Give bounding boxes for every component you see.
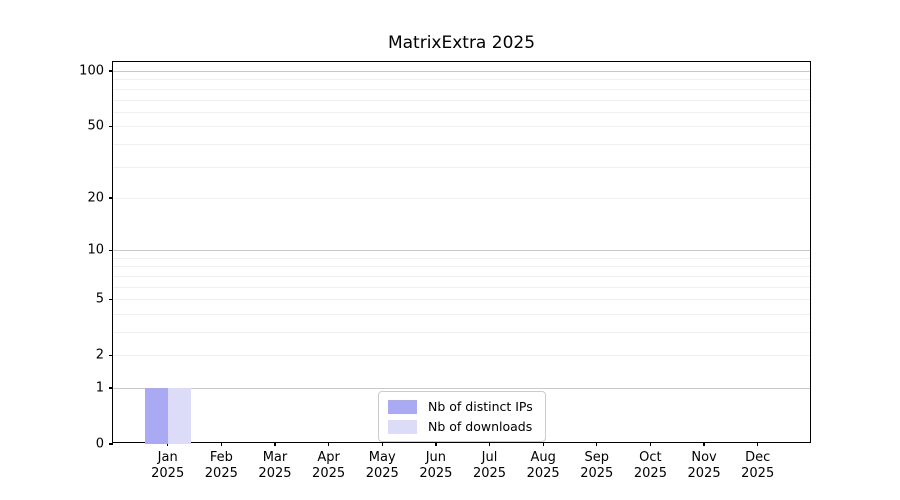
legend-item-downloads: Nb of downloads [388, 419, 533, 434]
chart-title: MatrixExtra 2025 [387, 33, 536, 53]
y-tick-label: 0 [95, 436, 104, 452]
y-tick-label: 10 [87, 242, 104, 258]
x-tick-mark [757, 442, 759, 446]
x-tick-year: 2025 [633, 466, 667, 481]
x-tick-mark [381, 442, 383, 446]
gridline-minor [113, 286, 810, 288]
x-tick-year: 2025 [258, 466, 292, 481]
x-tick-mark [649, 442, 652, 446]
x-tick-label: Dec 2025 [741, 450, 774, 482]
x-tick-label: Jan 2025 [151, 450, 184, 482]
x-tick-mark [542, 442, 544, 446]
gridline-major [113, 250, 810, 252]
x-tick-mark [220, 442, 222, 446]
x-tick-month: Dec [745, 450, 771, 465]
x-tick-year: 2025 [151, 466, 185, 481]
x-tick-mark [596, 442, 598, 446]
legend-label-downloads: Nb of downloads [428, 419, 533, 434]
y-tick-mark [109, 387, 113, 389]
legend-item-distinct-ips: Nb of distinct IPs [388, 399, 533, 414]
legend-label-distinct-ips: Nb of distinct IPs [428, 399, 533, 414]
gridline-minor [113, 313, 810, 315]
gridline-minor [113, 197, 810, 199]
gridline-major [113, 71, 810, 73]
y-tick-mark [109, 70, 113, 72]
y-tick-label: 1 [95, 380, 104, 396]
x-tick-month: Apr [317, 450, 340, 465]
x-tick-mark [488, 442, 491, 446]
gridline-minor [113, 126, 810, 128]
x-tick-mark [703, 442, 705, 446]
gridline-minor [113, 88, 810, 90]
x-tick-year: 2025 [687, 466, 721, 481]
x-tick-label: Oct 2025 [634, 450, 667, 482]
y-tick-mark [109, 249, 113, 251]
x-tick-label: May 2025 [366, 450, 399, 482]
x-tick-month: Oct [639, 450, 662, 465]
y-tick-mark [109, 354, 113, 356]
gridline-minor [113, 355, 810, 357]
x-tick-month: Jul [481, 450, 498, 465]
x-tick-month: Sep [584, 450, 610, 465]
x-tick-label: Jul 2025 [473, 450, 506, 482]
legend-swatch-downloads [388, 419, 417, 434]
x-tick-label: Nov 2025 [688, 450, 721, 482]
x-tick-month: Mar [262, 450, 288, 465]
x-tick-year: 2025 [419, 466, 453, 481]
y-tick-label: 2 [95, 347, 104, 363]
gridline-minor [113, 166, 810, 168]
x-tick-year: 2025 [472, 466, 507, 481]
y-tick-label: 20 [87, 190, 104, 206]
gridline-minor [113, 331, 810, 333]
x-tick-mark [435, 442, 437, 446]
x-tick-year: 2025 [204, 466, 238, 481]
x-tick-year: 2025 [741, 466, 775, 481]
x-tick-month: Aug [530, 450, 556, 465]
x-tick-month: Nov [691, 450, 717, 465]
gridline-major [113, 387, 810, 389]
x-tick-label: Feb 2025 [205, 450, 238, 482]
bar-nb-of-distinct-ips [144, 387, 168, 444]
legend-swatch-distinct-ips [388, 399, 417, 414]
gridline-minor [113, 79, 810, 81]
x-tick-mark [274, 442, 276, 446]
x-tick-year: 2025 [365, 466, 399, 481]
gridline-minor [113, 143, 810, 145]
y-tick-mark [109, 125, 113, 127]
gridline-minor [113, 257, 810, 259]
x-tick-month: May [368, 450, 396, 465]
y-tick-mark [109, 298, 113, 300]
gridline-minor [113, 111, 810, 113]
bar-nb-of-downloads [167, 387, 191, 444]
plot-area: Nb of distinct IPs Nb of downloads 0 1 2 5 1… [79, 61, 811, 481]
x-tick-month: Jan [157, 450, 178, 465]
y-tick-label: 50 [87, 118, 104, 134]
x-tick-year: 2025 [526, 466, 560, 481]
x-tick-label: Apr 2025 [312, 450, 345, 482]
x-tick-year: 2025 [312, 466, 346, 481]
gridline-minor [113, 99, 810, 101]
x-tick-label: Sep 2025 [580, 450, 613, 482]
x-tick-month: Jun [425, 450, 447, 465]
x-tick-month: Feb [209, 450, 233, 465]
gridline-minor [113, 275, 810, 277]
x-tick-label: Aug 2025 [527, 450, 560, 482]
gridline-minor [113, 299, 810, 301]
x-tick-year: 2025 [580, 466, 614, 481]
y-tick-label: 100 [79, 63, 104, 79]
gridline-minor [113, 266, 810, 268]
x-tick-label: Mar 2025 [258, 450, 291, 482]
y-tick-label: 5 [95, 291, 104, 307]
y-tick-mark [109, 197, 113, 199]
x-tick-label: Jun 2025 [419, 450, 452, 482]
x-tick-mark [167, 442, 169, 446]
y-tick-mark [109, 443, 113, 445]
x-tick-mark [327, 442, 330, 446]
legend: Nb of distinct IPs Nb of downloads [378, 391, 546, 442]
